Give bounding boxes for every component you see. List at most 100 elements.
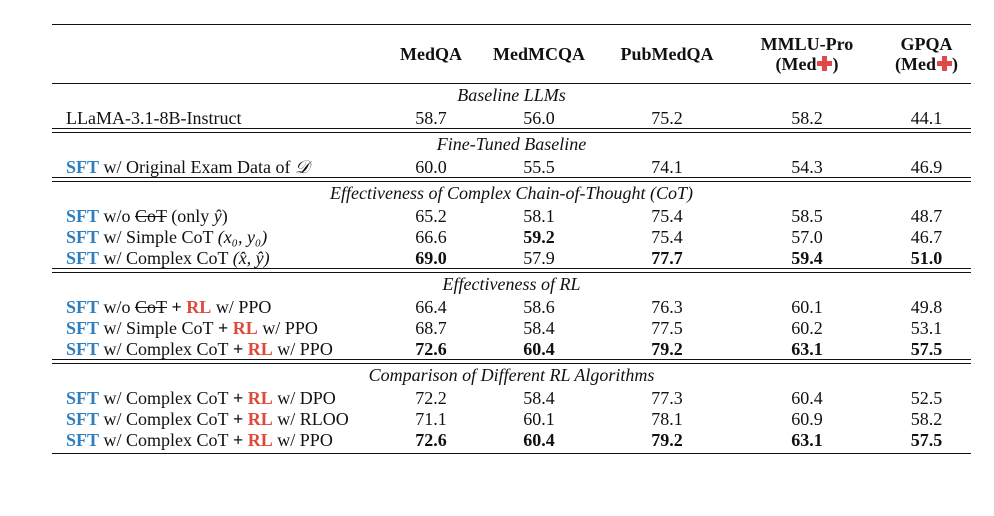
value-cell: 58.6 <box>523 296 555 317</box>
header-gpqa-line2: (Med) <box>895 53 958 74</box>
row-label: SFT w/ Complex CoT (x̂, ŷ) <box>52 247 386 269</box>
table-row: SFT w/ Simple CoT (x₀, y₀) 66.6 59.2 75.4 57… <box>52 226 971 247</box>
value-cell: 63.1 <box>791 429 823 450</box>
value-cell: 63.1 <box>791 338 823 359</box>
rl-tag: RL <box>232 317 258 338</box>
plus-sign: + <box>228 429 248 450</box>
section-divider <box>52 177 971 182</box>
label-text: w/ Simple CoT <box>99 226 218 247</box>
bottom-rule <box>52 453 971 454</box>
value-cell: 58.7 <box>415 107 447 128</box>
value-cell: 54.3 <box>791 156 823 177</box>
value-cell: 58.5 <box>791 205 823 226</box>
value-cell: 52.5 <box>910 387 943 408</box>
value-cell: 72.6 <box>415 429 447 450</box>
sft-tag: SFT <box>66 429 100 450</box>
results-table: MedQA MedMCQA PubMedQA MMLU-Pro (Med) GP… <box>52 24 971 454</box>
value-cell: 72.2 <box>415 387 447 408</box>
value-cell: 68.7 <box>415 317 447 338</box>
rl-tag: RL <box>247 387 273 408</box>
value-cell: 78.1 <box>651 408 683 429</box>
table-row: SFT w/o CoT (only ŷ) 65.2 58.1 75.4 58.5 48.7 <box>52 205 971 226</box>
table-row: SFT w/o CoT + RL w/ PPO 66.4 58.6 76.3 60.1 4… <box>52 296 971 317</box>
value-cell: 75.2 <box>651 107 683 128</box>
algorithm-suffix: w/ PPO <box>257 317 318 338</box>
value-cell: 59.4 <box>791 247 823 268</box>
table-row: SFT w/ Complex CoT + RL w/ PPO 72.6 60.4 79… <box>52 429 971 450</box>
value-cell: 60.4 <box>523 429 555 450</box>
value-cell: 72.6 <box>415 338 447 359</box>
algorithm-suffix: w/ PPO <box>272 429 333 450</box>
section-title-fine-tuned-baseline: Fine-Tuned Baseline <box>436 134 587 154</box>
value-cell: 75.4 <box>651 205 683 226</box>
value-cell: 60.1 <box>523 408 555 429</box>
value-cell: 59.2 <box>523 226 555 247</box>
value-cell: 79.2 <box>651 338 683 359</box>
struck-cot: CoT <box>135 296 168 317</box>
table-body: Baseline LLMs LLaMA-3.1-8B-Instruct 58.7 56… <box>52 84 971 454</box>
value-cell: 77.7 <box>651 247 683 268</box>
value-cell: 60.4 <box>523 338 555 359</box>
row-label: SFT w/o CoT (only ŷ) <box>52 205 386 227</box>
value-cell: 58.4 <box>523 387 555 408</box>
struck-cot: CoT <box>135 205 167 226</box>
value-cell: 60.9 <box>791 408 823 429</box>
value-cell: 74.1 <box>651 156 683 177</box>
section-title-effectiveness-of-rl: Effectiveness of RL <box>442 274 581 294</box>
section-divider <box>52 268 971 273</box>
value-cell: 49.8 <box>910 296 943 317</box>
math-symbol: 𝒟 <box>294 156 310 177</box>
value-cell: 55.5 <box>523 156 555 177</box>
section-title-comparison-of-different-rl-algorithms: Comparison of Different RL Algorithms <box>368 365 655 385</box>
header-rule <box>52 83 971 84</box>
header-gpqa-line1: GPQA <box>900 33 953 54</box>
plus-sign: + <box>167 296 187 317</box>
rl-tag: RL <box>247 338 273 359</box>
value-cell: 76.3 <box>651 296 683 317</box>
sft-tag: SFT <box>66 387 100 408</box>
plus-sign: + <box>228 408 248 429</box>
value-cell: 77.3 <box>651 387 683 408</box>
label-text: LLaMA-3.1-8B-Instruct <box>66 107 242 128</box>
sft-tag: SFT <box>66 296 100 317</box>
label-text: w/ Complex CoT <box>99 429 229 450</box>
header-gpqa: GPQA (Med) <box>882 34 971 75</box>
row-label: SFT w/ Complex CoT + RL w/ RLOO <box>52 408 386 430</box>
plus-sign: + <box>228 387 248 408</box>
value-cell: 65.2 <box>415 205 447 226</box>
label-text: w/ Complex CoT <box>99 247 233 268</box>
value-cell: 79.2 <box>651 429 683 450</box>
label-after: (only <box>166 205 214 226</box>
row-label: SFT w/ Original Exam Data of 𝒟 <box>52 156 386 178</box>
sft-tag: SFT <box>66 156 100 177</box>
plus-sign: + <box>228 338 248 359</box>
value-cell: 44.1 <box>910 107 943 128</box>
value-cell: 46.7 <box>910 226 943 247</box>
table-row: SFT w/ Simple CoT + RL w/ PPO 68.7 58.4 77.… <box>52 317 971 338</box>
sft-tag: SFT <box>66 338 100 359</box>
label-text: w/ Complex CoT <box>99 387 229 408</box>
value-cell: 57.5 <box>910 429 943 450</box>
value-cell: 58.2 <box>791 107 823 128</box>
red-cross-icon <box>817 55 833 75</box>
label-text: w/ Original Exam Data of <box>99 156 295 177</box>
value-cell: 75.4 <box>651 226 683 247</box>
value-cell: 48.7 <box>910 205 943 226</box>
label-text: w/ Simple CoT <box>99 317 214 338</box>
math-symbol: (x̂, ŷ) <box>232 247 270 268</box>
row-label: SFT w/ Complex CoT + RL w/ DPO <box>52 387 386 409</box>
section-title-effectiveness-of-complex-chain-of-thought-cot: Effectiveness of Complex Chain-of-Though… <box>330 183 693 203</box>
value-cell: 57.0 <box>791 226 823 247</box>
header-medmcqa: MedMCQA <box>493 44 585 64</box>
rl-tag: RL <box>247 408 273 429</box>
value-cell: 58.1 <box>523 205 555 226</box>
header-row: MedQA MedMCQA PubMedQA MMLU-Pro (Med) GP… <box>52 25 971 83</box>
row-label: SFT w/o CoT + RL w/ PPO <box>52 296 386 318</box>
label-text: w/ Complex CoT <box>99 338 229 359</box>
value-cell: 58.4 <box>523 317 555 338</box>
section-divider <box>52 128 971 133</box>
value-cell: 60.1 <box>791 296 823 317</box>
label-text: w/o <box>99 296 136 317</box>
value-cell: 66.6 <box>415 226 447 247</box>
value-cell: 60.0 <box>415 156 447 177</box>
